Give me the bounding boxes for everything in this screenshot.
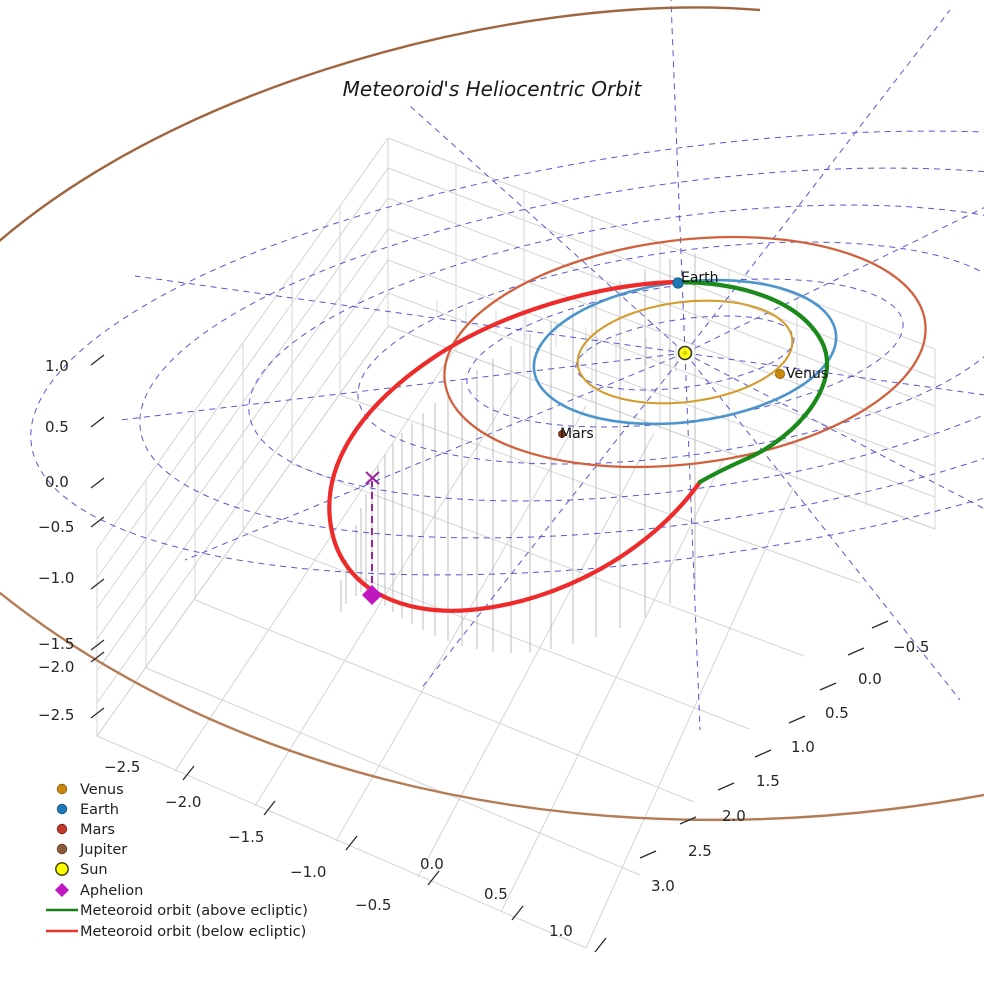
jupiter-marker-icon: [56, 843, 68, 855]
meteoroid-orbit-below-ecliptic: [327, 279, 703, 613]
legend-item-mars[interactable]: Mars: [56, 822, 115, 838]
y-tick-1: 0.0: [858, 670, 882, 688]
legend-item-meteoroid-above[interactable]: Meteoroid orbit (above ecliptic): [46, 903, 308, 919]
y-tick-2: 0.5: [825, 704, 849, 722]
x-tick-6: 0.5: [484, 885, 508, 903]
z-tick-2: 0.0: [45, 473, 69, 491]
z-tick-7: −2.5: [38, 706, 74, 724]
legend-item-jupiter[interactable]: Jupiter: [56, 842, 127, 858]
y-axis-ticks: [639, 620, 889, 859]
ecliptic-polar-grid: [30, 0, 984, 731]
mars-point-label: Mars: [560, 426, 594, 442]
legend-item-venus[interactable]: Venus: [56, 782, 124, 798]
legend-item-aphelion[interactable]: Aphelion: [55, 883, 143, 899]
backwall-stem-lines: [436, 300, 677, 372]
x-tick-1: −2.0: [165, 793, 201, 811]
z-tick-4: −1.0: [38, 569, 74, 587]
y-axis-tick-labels: −0.5 0.0 0.5 1.0 1.5 2.0 2.5 3.0: [651, 638, 929, 895]
mars-marker: [558, 430, 566, 438]
mars-orbit-path: [443, 235, 927, 469]
legend-item-sun[interactable]: Sun: [55, 862, 108, 878]
z-axis-ticks: [90, 354, 105, 719]
y-tick-7: 3.0: [651, 877, 675, 895]
legend-label-venus: Venus: [80, 782, 124, 798]
legend-label-mars: Mars: [80, 822, 115, 838]
venus-marker: [775, 368, 786, 379]
legend-label-earth: Earth: [80, 802, 119, 818]
y-tick-4: 1.5: [756, 772, 780, 790]
venus-orbit-path: [576, 299, 794, 405]
earth-point-label: Earth: [681, 270, 719, 286]
y-tick-6: 2.5: [688, 842, 712, 860]
z-tick-1: 0.5: [45, 418, 69, 436]
page-title: Meteoroid's Heliocentric Orbit: [343, 77, 643, 101]
z-tick-5: −1.5: [38, 635, 74, 653]
x-tick-5: 0.0: [420, 855, 444, 873]
x-axis-ticks: [182, 765, 607, 953]
axes-3d-box-wireframe: [96, 137, 936, 949]
legend-item-earth[interactable]: Earth: [56, 802, 119, 818]
legend-label-jupiter: Jupiter: [79, 842, 127, 858]
earth-marker-icon: [56, 803, 68, 815]
y-tick-5: 2.0: [722, 807, 746, 825]
z-tick-6: −2.0: [38, 658, 74, 676]
earth-marker: [672, 277, 684, 289]
legend-label-aphelion: Aphelion: [80, 883, 143, 899]
y-tick-3: 1.0: [791, 738, 815, 756]
legend-label-meteoroid-above: Meteoroid orbit (above ecliptic): [80, 903, 308, 919]
venus-marker-icon: [56, 783, 68, 795]
aphelion-marker-icon: [55, 883, 69, 897]
y-tick-0: −0.5: [893, 638, 929, 656]
orbit-drop-lines: [340, 253, 696, 653]
legend-label-sun: Sun: [80, 862, 108, 878]
jupiter-orbit-path: [0, 6, 984, 822]
z-tick-0: 1.0: [45, 357, 69, 375]
x-tick-7: 1.0: [549, 922, 573, 940]
legend-item-meteoroid-below[interactable]: Meteoroid orbit (below ecliptic): [46, 924, 306, 940]
venus-point-label: Venus: [786, 366, 828, 382]
legend: Venus Earth Mars Jupiter Sun Aphelion: [46, 782, 308, 940]
z-tick-3: −0.5: [38, 518, 74, 536]
z-axis-tick-labels: 1.0 0.5 0.0 −0.5 −1.0 −1.5 −2.0 −2.5: [38, 357, 74, 724]
x-tick-2: −1.5: [228, 828, 264, 846]
x-tick-4: −0.5: [355, 896, 391, 914]
sun-marker-icon: [55, 862, 69, 876]
x-tick-0: −2.5: [104, 758, 140, 776]
x-axis-tick-labels: −2.5 −2.0 −1.5 −1.0 −0.5 0.0 0.5 1.0: [104, 758, 573, 940]
sun-marker: [677, 345, 693, 361]
aphelion-marker: [362, 585, 382, 605]
meteoroid-orbit-above-ecliptic: [673, 279, 830, 485]
legend-label-meteoroid-below: Meteoroid orbit (below ecliptic): [80, 924, 306, 940]
x-tick-3: −1.0: [290, 863, 326, 881]
aphelion-projection-x-icon: [365, 471, 380, 485]
mars-marker-icon: [56, 823, 68, 835]
